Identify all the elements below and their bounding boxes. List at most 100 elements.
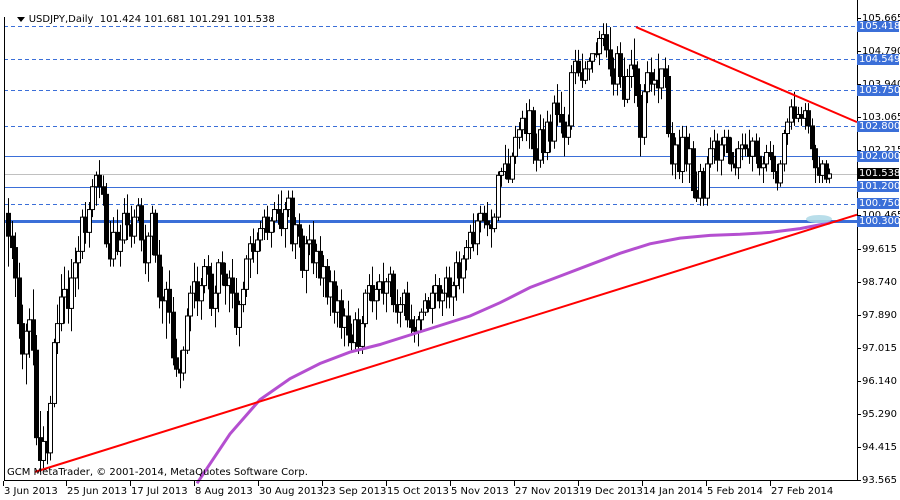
candle <box>269 220 274 233</box>
candle <box>356 319 361 347</box>
x-tick-label: 19 Dec 2013 <box>579 486 643 497</box>
x-tick-label: 17 Jul 2013 <box>131 486 188 497</box>
candle <box>827 173 832 179</box>
candle <box>34 349 39 439</box>
candle <box>279 212 284 230</box>
candle <box>708 148 713 165</box>
trendline-support[interactable] <box>34 213 858 473</box>
candle <box>471 231 476 245</box>
y-tick-label: 94.415 <box>862 442 897 453</box>
candle <box>241 288 246 306</box>
candle <box>122 212 127 241</box>
candle <box>632 64 637 70</box>
candle <box>346 315 351 336</box>
candle <box>321 266 326 279</box>
candle <box>31 319 36 351</box>
candle <box>559 114 564 123</box>
y-tick-label: 95.290 <box>862 409 897 420</box>
candle <box>649 72 654 85</box>
candle <box>555 102 560 116</box>
candle <box>272 209 277 222</box>
candle <box>638 95 643 138</box>
candle <box>666 75 671 135</box>
y-tick-label: 103.940 <box>862 79 900 90</box>
level-price-badge: 104.549 <box>857 54 900 65</box>
dropdown-triangle-icon[interactable] <box>16 16 25 22</box>
ma-highlight-blob <box>806 215 832 223</box>
candle <box>608 49 613 70</box>
y-tick-label: 97.890 <box>862 310 897 321</box>
candle <box>499 171 504 176</box>
candle <box>475 220 480 245</box>
candle <box>87 209 92 233</box>
candle <box>59 296 64 325</box>
candle <box>527 110 532 135</box>
y-tick-marks <box>857 18 861 481</box>
candle <box>701 171 706 199</box>
candle <box>629 64 634 77</box>
candle <box>440 292 445 302</box>
level-price-badge: 100.750 <box>857 198 900 209</box>
candle <box>83 216 88 233</box>
candle <box>181 349 186 374</box>
candle <box>764 152 769 165</box>
candle <box>276 209 281 214</box>
candle <box>419 311 424 321</box>
candle <box>202 266 207 287</box>
candle <box>806 110 811 127</box>
level-price-badge: 100.300 <box>857 216 900 227</box>
candle <box>398 304 403 313</box>
y-tick-label: 102.215 <box>862 145 900 156</box>
candle <box>69 277 74 309</box>
candle <box>587 60 592 70</box>
candle <box>691 148 696 192</box>
horizontal-levels <box>4 26 857 223</box>
candle <box>569 72 574 127</box>
candle <box>611 68 616 85</box>
trendline-resistance[interactable] <box>635 26 858 124</box>
candle <box>171 311 176 359</box>
candle <box>255 239 260 252</box>
candle <box>705 163 710 199</box>
candle <box>583 68 588 81</box>
candle <box>496 174 501 218</box>
candle <box>300 235 305 271</box>
candle <box>199 285 204 302</box>
candle <box>328 281 333 298</box>
candle <box>782 133 787 165</box>
candle <box>286 197 291 211</box>
x-tick-label: 8 Aug 2013 <box>195 486 253 497</box>
candle <box>743 144 748 150</box>
candle <box>80 216 85 252</box>
candle <box>729 152 734 165</box>
candle <box>810 125 815 150</box>
candle <box>349 334 354 344</box>
candle <box>824 163 829 180</box>
x-tick-label: 3 Jun 2013 <box>4 486 58 497</box>
candle <box>566 125 571 138</box>
x-tick-label: 27 Nov 2013 <box>515 486 580 497</box>
candle <box>20 323 25 355</box>
candle <box>597 37 602 55</box>
candle <box>230 277 235 294</box>
level-price-badge: 101.200 <box>857 181 900 192</box>
y-tick-label: 104.790 <box>862 46 900 57</box>
trendlines <box>34 26 858 473</box>
candle <box>48 402 53 454</box>
candle <box>820 163 825 176</box>
candle <box>195 281 200 302</box>
candle <box>618 53 623 77</box>
candle <box>27 319 32 332</box>
candle <box>461 258 466 279</box>
candle <box>673 144 678 165</box>
candle <box>604 34 609 51</box>
candle <box>139 205 144 241</box>
candle <box>412 326 417 332</box>
candle <box>405 292 410 321</box>
candle <box>663 68 668 77</box>
candle <box>757 155 762 169</box>
candle <box>377 281 382 290</box>
x-tick-label: 25 Jun 2013 <box>67 486 128 497</box>
